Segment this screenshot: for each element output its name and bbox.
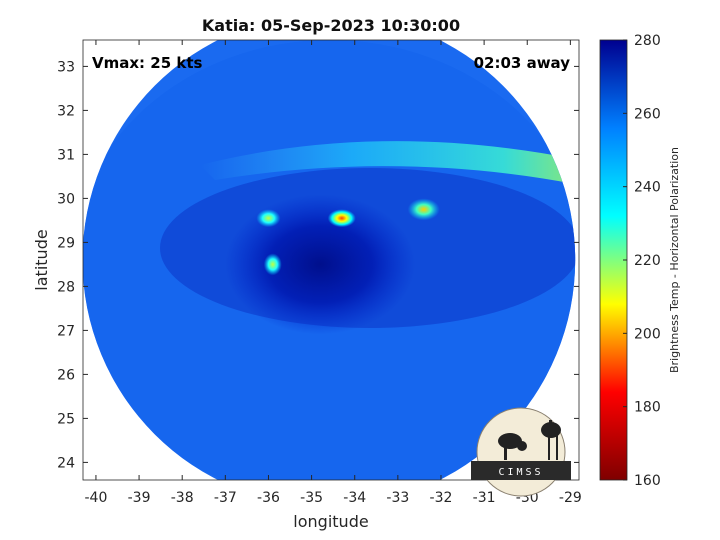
colorbar-tick-label: 200 xyxy=(634,326,661,342)
x-tick-label: -36 xyxy=(257,490,280,506)
colorbar-tick-label: 160 xyxy=(634,473,661,489)
time-away-annotation: 02:03 away xyxy=(474,54,571,72)
y-tick-label: 26 xyxy=(57,367,75,383)
x-tick-label: -37 xyxy=(214,490,237,506)
y-tick-label: 31 xyxy=(57,147,75,163)
colorbar-tick-label: 240 xyxy=(634,180,661,196)
colorbar-tick-label: 260 xyxy=(634,106,661,122)
cimss-logo: CIMSS xyxy=(471,407,571,497)
colorbar-label: Brightness Temp - Horizontal Polarizatio… xyxy=(668,147,681,373)
chart-title: Katia: 05-Sep-2023 10:30:00 xyxy=(202,16,460,35)
y-tick-label: 32 xyxy=(57,103,75,119)
y-tick-label: 27 xyxy=(57,323,75,339)
vmax-annotation: Vmax: 25 kts xyxy=(92,54,202,72)
x-axis: -40 -39 -38 -37 -36 -35 -34 -33 -32 -31 -30 -29 xyxy=(85,40,582,506)
y-tick-label: 33 xyxy=(57,59,75,75)
colorbar xyxy=(599,39,628,481)
x-tick-label: -39 xyxy=(128,490,151,506)
y-tick-label: 25 xyxy=(57,411,75,427)
axes-frame xyxy=(82,39,580,481)
y-tick-label: 24 xyxy=(57,455,75,471)
warm-spot-north xyxy=(327,209,356,228)
x-tick-label: -40 xyxy=(85,490,108,506)
x-tick-label: -35 xyxy=(300,490,323,506)
storm-core xyxy=(225,194,416,335)
warm-spot-west xyxy=(263,253,282,276)
x-tick-label: -34 xyxy=(343,490,366,506)
y-tick-label: 29 xyxy=(57,235,75,251)
warm-spot-northwest xyxy=(256,209,281,228)
x-tick-label: -33 xyxy=(386,490,409,506)
x-tick-label: -31 xyxy=(473,490,496,506)
x-tick-label: -32 xyxy=(430,490,453,506)
swath-image xyxy=(83,40,576,480)
y-tick-label: 28 xyxy=(57,279,75,295)
x-tick-label: -38 xyxy=(171,490,194,506)
logo-text: CIMSS xyxy=(498,467,543,478)
x-axis-label: longitude xyxy=(293,512,368,531)
colorbar-tick-label: 220 xyxy=(634,253,661,269)
y-axis-label: latitude xyxy=(32,229,51,290)
colorbar-tick-label: 180 xyxy=(634,400,661,416)
colorbar-ticks: 160 180 200 220 240 260 280 xyxy=(623,33,661,489)
warm-spot-northeast xyxy=(407,198,440,221)
y-axis: 24 25 26 27 28 29 30 31 32 33 xyxy=(57,59,579,471)
moist-band xyxy=(200,141,576,185)
x-tick-label: -29 xyxy=(559,490,582,506)
y-tick-label: 30 xyxy=(57,191,75,207)
colorbar-tick-label: 280 xyxy=(634,33,661,49)
